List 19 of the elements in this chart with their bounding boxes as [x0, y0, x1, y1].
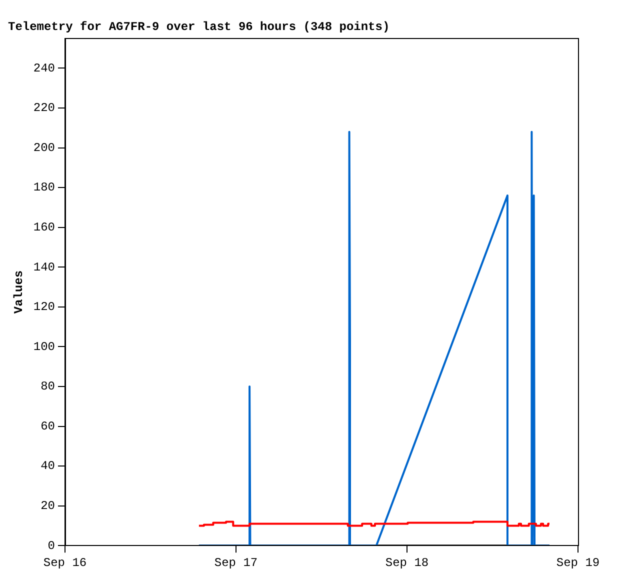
- y-tick-label: 0: [48, 538, 56, 553]
- x-tick-label: Sep 18: [385, 556, 429, 570]
- x-tick-label: Sep 16: [43, 556, 87, 570]
- y-tick-label: 60: [40, 419, 56, 434]
- x-tick-label: Sep 17: [214, 556, 258, 570]
- y-tick-label: 220: [33, 101, 56, 116]
- y-tick-label: 180: [33, 180, 56, 195]
- y-tick-label: 20: [40, 498, 56, 513]
- y-axis-title: Values: [12, 270, 26, 314]
- x-tick-label: Sep 19: [556, 556, 600, 570]
- y-tick-label: 80: [40, 380, 56, 394]
- y-tick-label: 120: [33, 300, 56, 314]
- y-tick-label: 40: [40, 459, 56, 474]
- y-tick-label: 140: [33, 260, 56, 274]
- y-tick-label: 100: [33, 340, 56, 354]
- chart-title: Telemetry for AG7FR-9 over last 96 hours (348 points): [8, 20, 390, 34]
- y-tick-label: 200: [33, 140, 56, 155]
- y-tick-label: 160: [33, 220, 56, 235]
- y-tick-label: 240: [33, 61, 56, 76]
